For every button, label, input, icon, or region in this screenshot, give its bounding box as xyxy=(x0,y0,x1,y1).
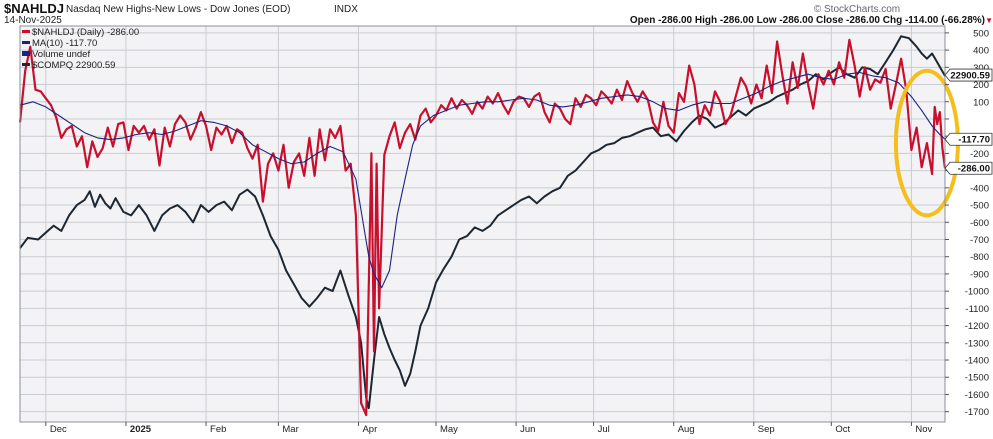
x-tick-label: Aug xyxy=(678,424,695,434)
exchange-label: INDX xyxy=(334,4,358,15)
x-tick-label: Jul xyxy=(598,424,610,434)
y-tick-label: -500 xyxy=(970,201,989,212)
ohlc-readout: Open -286.00 High -286.00 Low -286.00 Cl… xyxy=(630,15,985,26)
y-tick-label: -700 xyxy=(970,235,989,246)
y-tick-label: -1200 xyxy=(965,321,989,332)
y-tick-label: -600 xyxy=(970,218,989,229)
change-down-icon: ▼ xyxy=(985,16,993,25)
date-label: 14-Nov-2025 xyxy=(4,15,62,26)
legend-swatch-nahl xyxy=(22,30,30,33)
y-tick-label: -1700 xyxy=(965,407,989,418)
x-tick-label: Dec xyxy=(50,424,67,434)
x-tick-label: Sep xyxy=(758,424,775,434)
y-tick-label: 200 xyxy=(973,80,989,91)
legend-item-ma: MA(10) -117.70 xyxy=(32,38,97,49)
x-tick-label: Apr xyxy=(362,424,377,434)
legend-item-compq: $COMPQ 22900.59 xyxy=(32,60,115,71)
legend-swatch-ma xyxy=(22,41,30,44)
symbol-title: $NAHLDJ xyxy=(4,1,64,16)
y-tick-label: -1100 xyxy=(965,304,989,315)
watermark: © StockCharts.com xyxy=(814,4,900,15)
y-tick-label: -400 xyxy=(970,183,989,194)
x-tick-label: Mar xyxy=(282,424,298,434)
y-tick-label: -1000 xyxy=(965,287,989,298)
last-value-tag: -286.00 xyxy=(945,162,992,175)
x-tick-label: Oct xyxy=(835,424,850,434)
last-value-tag-label: 22900.59 xyxy=(950,71,990,82)
y-tick-label: -1500 xyxy=(965,373,989,384)
y-tick-label: 400 xyxy=(973,46,989,57)
legend-swatch-compq xyxy=(22,63,30,66)
y-tick-label: 500 xyxy=(973,28,989,39)
y-tick-label: -900 xyxy=(970,269,989,280)
legend-swatch-volume xyxy=(22,51,30,56)
y-tick-label: -1600 xyxy=(965,390,989,401)
x-tick-label: Feb xyxy=(210,424,226,434)
y-tick-label: -200 xyxy=(970,149,989,160)
symbol-description: Nasdaq New Highs-New Lows - Dow Jones (E… xyxy=(66,4,291,15)
x-tick-label: Nov xyxy=(915,424,932,434)
y-tick-label: -1300 xyxy=(965,338,989,349)
y-tick-label: -1400 xyxy=(965,356,989,367)
x-tick-label: May xyxy=(440,424,458,434)
last-value-tag-label: -117.70 xyxy=(958,135,990,146)
y-tick-label: 100 xyxy=(973,97,989,108)
last-value-tag: -117.70 xyxy=(945,133,992,146)
last-value-tag: 22900.59 xyxy=(945,69,992,82)
y-tick-label: -800 xyxy=(970,252,989,263)
x-tick-label: 2025 xyxy=(130,424,152,434)
legend-item-nahl: $NAHLDJ (Daily) -286.00 xyxy=(32,27,139,38)
last-value-tag-label: -286.00 xyxy=(958,164,990,175)
x-tick-label: Jun xyxy=(520,424,535,434)
legend-item-volume: Volume undef xyxy=(32,49,90,60)
